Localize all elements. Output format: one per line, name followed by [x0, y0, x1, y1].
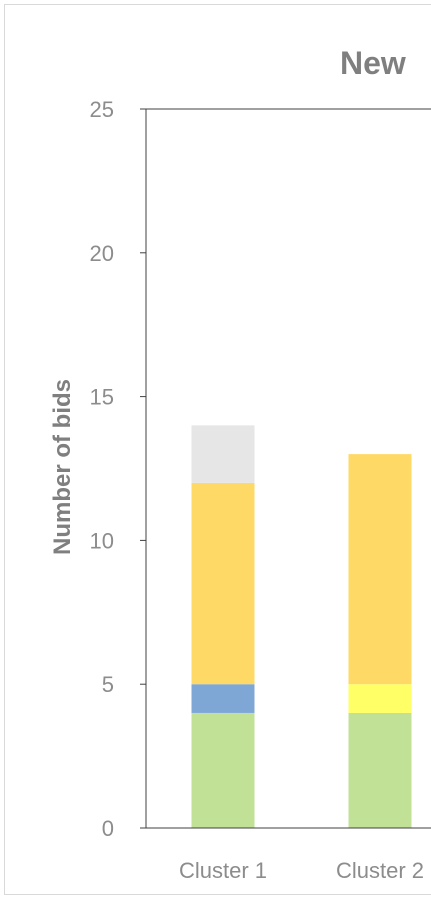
- bars: [191, 425, 412, 828]
- y-tick-label: 20: [90, 241, 114, 266]
- bar-segment: [191, 684, 255, 713]
- y-axis-label: Number of bids: [49, 379, 76, 555]
- bar-segment: [191, 425, 255, 483]
- category-labels: Cluster 1 Cluster 2: [179, 858, 424, 883]
- bar-segment: [348, 684, 412, 713]
- y-tick-label: 15: [90, 385, 114, 410]
- y-tick-label: 0: [102, 816, 114, 841]
- x-category-label: Cluster 1: [179, 858, 267, 883]
- bar-segment: [348, 712, 412, 828]
- y-tick-label: 25: [90, 97, 114, 122]
- axes: [140, 108, 431, 829]
- y-tick-labels: 0 5 10 15 20 25: [90, 97, 114, 841]
- bar-segment: [348, 454, 412, 685]
- y-tick-label: 5: [102, 672, 114, 697]
- chart-title: New: [340, 45, 406, 81]
- bar-segment: [191, 482, 255, 685]
- y-tick-label: 10: [90, 528, 114, 553]
- bar-segment: [191, 712, 255, 828]
- x-category-label: Cluster 2: [336, 858, 424, 883]
